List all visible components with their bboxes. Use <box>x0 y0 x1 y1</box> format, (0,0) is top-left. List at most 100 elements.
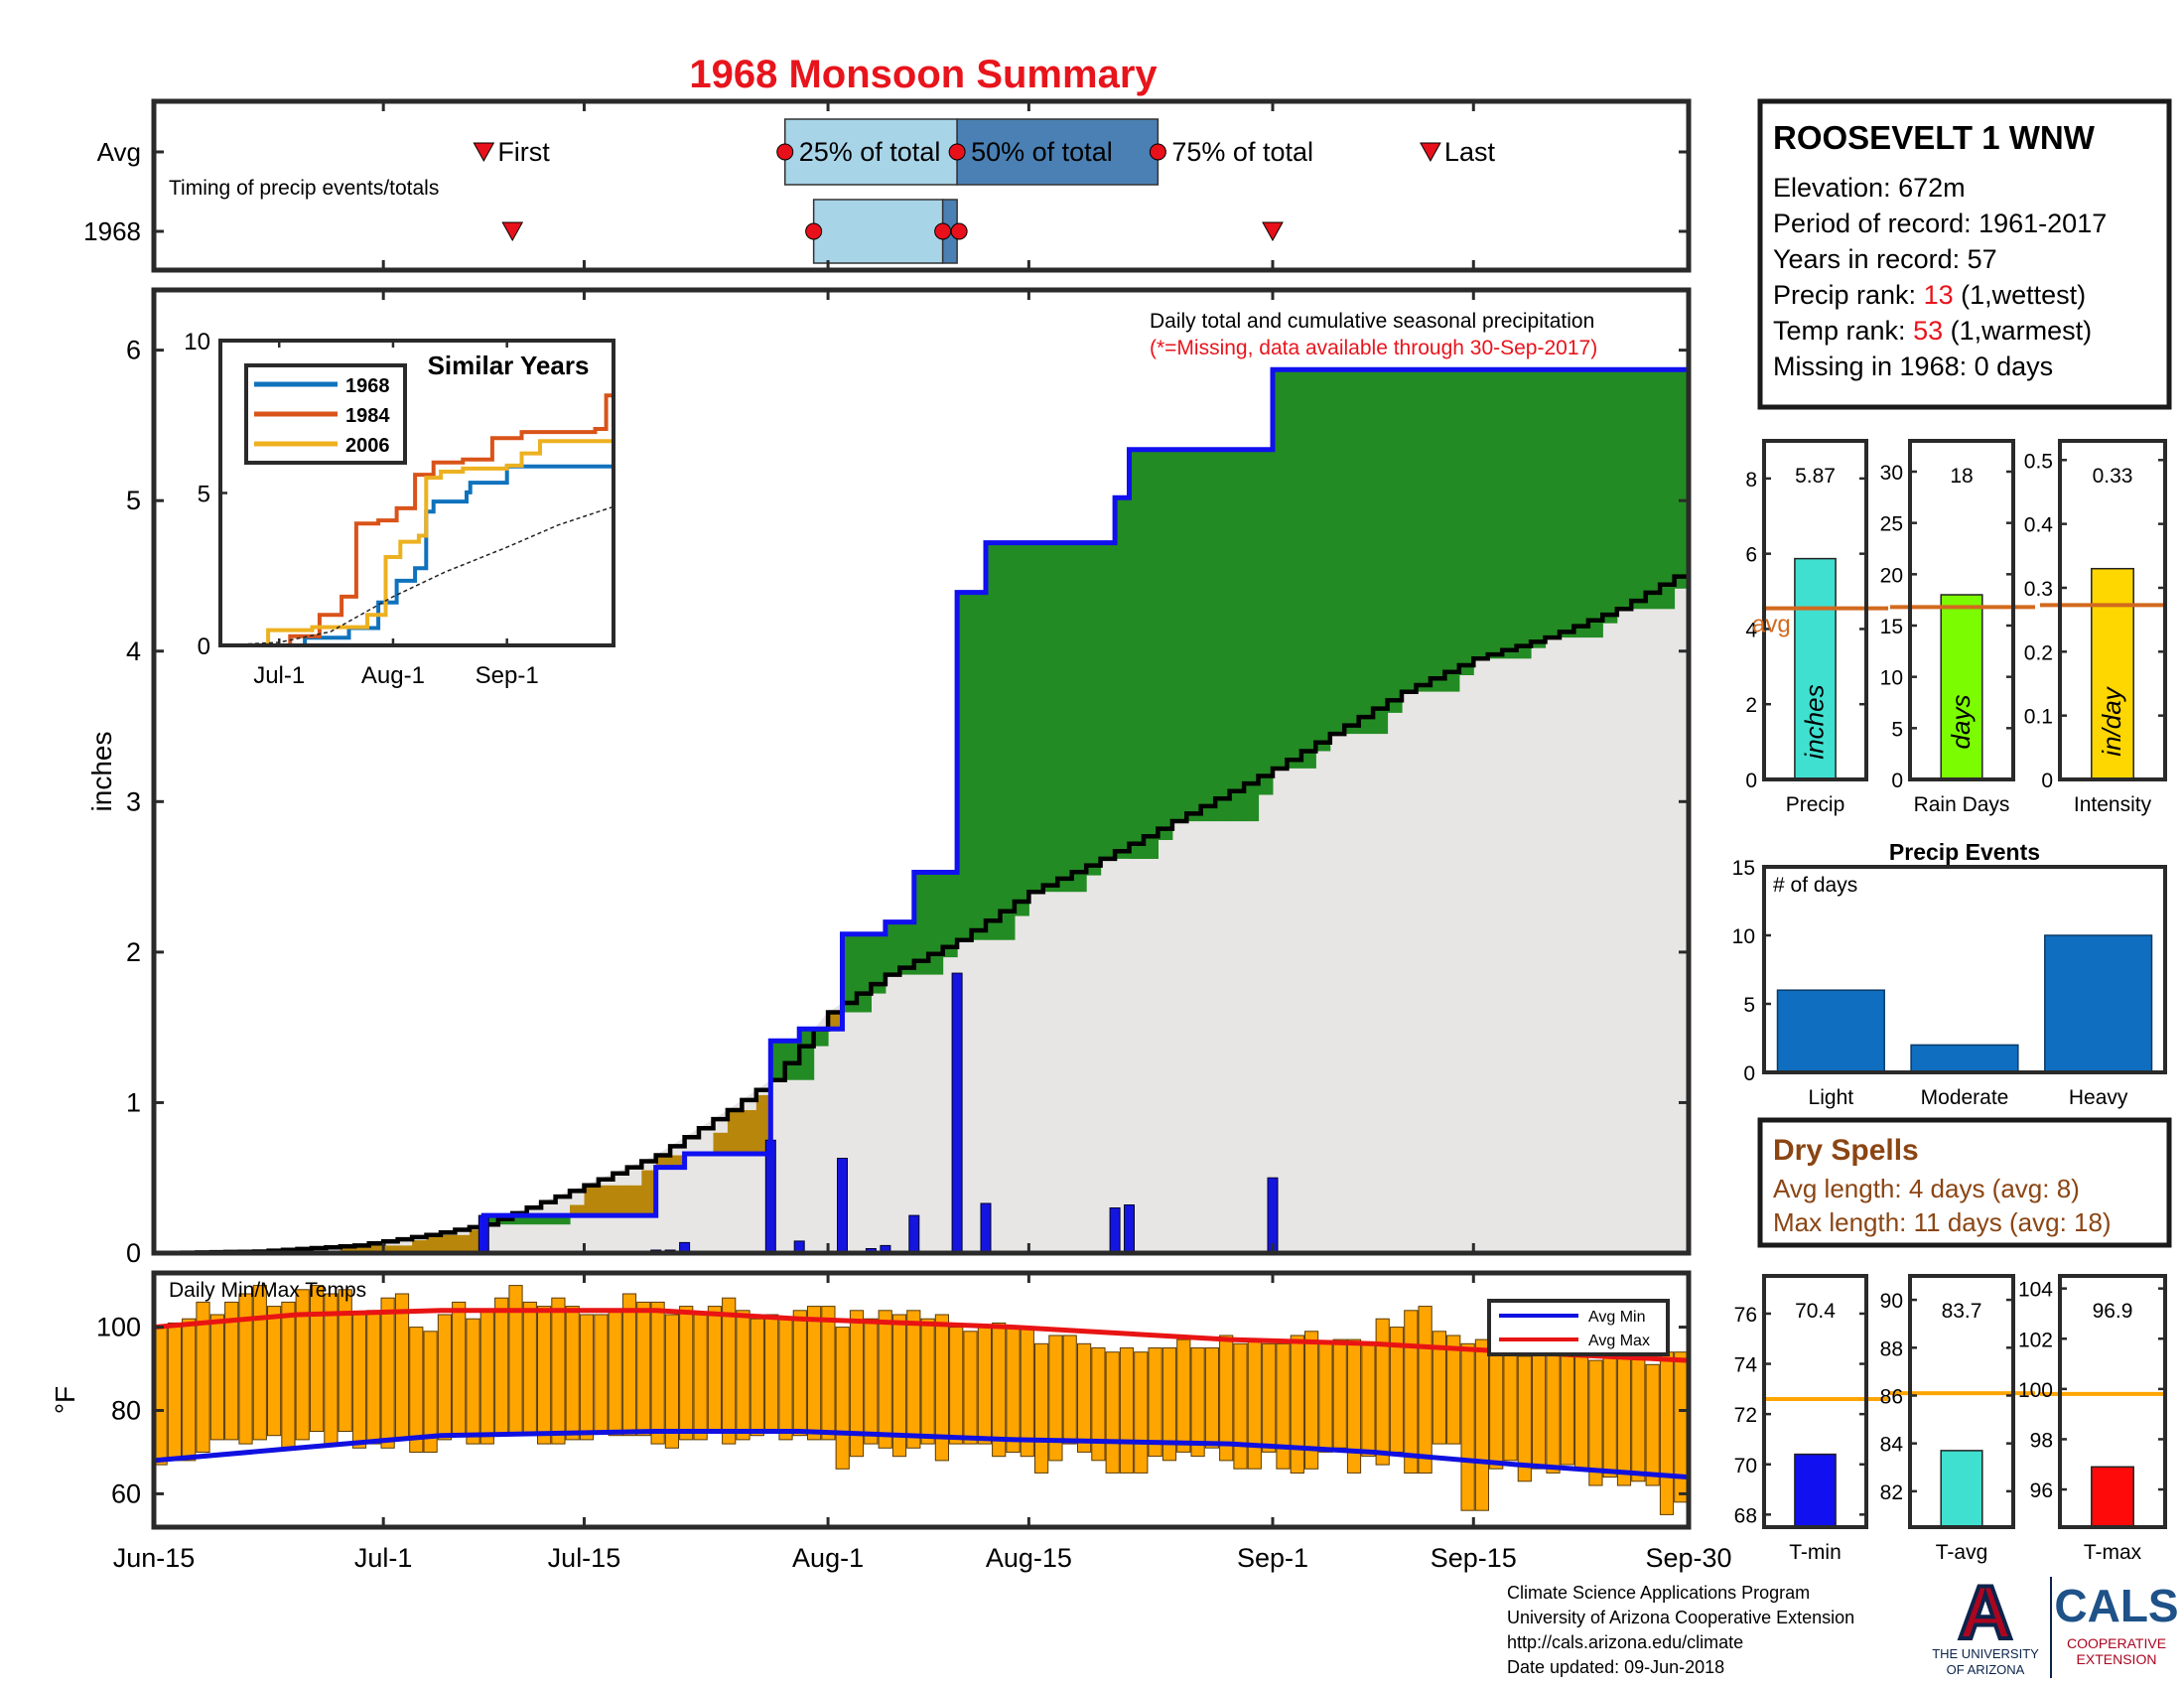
above-average-fill <box>1444 369 1460 692</box>
precip-stat-panel-ytick-label: 6 <box>1745 544 1757 567</box>
temp-caption: Daily Min/Max Temps <box>169 1279 366 1302</box>
y1968-last-marker <box>1262 221 1284 242</box>
daily-temp-bar <box>920 1318 935 1445</box>
avg-75-marker <box>1149 143 1166 161</box>
above-average-fill <box>813 1029 829 1047</box>
above-average-fill <box>1387 369 1403 713</box>
dry-spells-frame <box>1757 1117 2172 1248</box>
daily-temp-bar <box>310 1285 325 1432</box>
timing-row-label-1968: 1968 <box>83 216 141 246</box>
below-average-fill <box>641 1170 657 1216</box>
raindays-stat-panel-ytick-label: 30 <box>1880 462 1903 485</box>
intensity-stat-panel-frame <box>2058 439 2167 781</box>
daily-temp-bar <box>1262 1342 1277 1453</box>
above-average-fill <box>957 592 973 940</box>
dry-spells-box: Dry Spells Avg length: 4 days (avg: 8) M… <box>1757 1117 2172 1248</box>
above-average-fill <box>899 921 915 975</box>
daily-temp-bar <box>906 1310 921 1449</box>
daily-temp-bar <box>679 1306 694 1441</box>
above-average-fill <box>526 1215 542 1225</box>
daily-temp-bar <box>224 1301 239 1441</box>
precip-stat-panel-ytick-label: 2 <box>1745 694 1757 717</box>
below-average-fill <box>655 1155 671 1168</box>
events-title: Precip Events <box>1889 839 2040 865</box>
daily-temp-bar <box>707 1306 722 1432</box>
daily-temp-bar <box>579 1314 595 1441</box>
precip-event-label: Heavy <box>2069 1086 2128 1109</box>
y1968-first-marker <box>501 221 524 242</box>
below-average-fill <box>626 1185 642 1216</box>
avg-50-marker <box>948 143 966 161</box>
above-average-fill <box>1042 542 1058 893</box>
above-average-fill <box>799 1029 815 1080</box>
below-average-fill <box>742 1110 757 1154</box>
cals-logo[interactable]: CALS COOPERATIVE EXTENSION <box>2054 1580 2178 1667</box>
precip-event-bar-heavy <box>2044 934 2153 1073</box>
main-ylabel: inches <box>86 732 117 812</box>
temp-ytick-label: 80 <box>111 1395 141 1425</box>
daily-temp-bar <box>992 1322 1007 1458</box>
dry-spells-avg-length: Avg length: 4 days (avg: 8) <box>1773 1174 2080 1203</box>
below-average-fill <box>670 1155 686 1168</box>
inset-title: Similar Years <box>428 351 590 380</box>
daily-temp-bar <box>1404 1310 1419 1475</box>
above-average-fill <box>1545 369 1561 638</box>
precip-stats-panels: 0 2 4 6 8 5.87 Precip inches avg 0 5 10 15 20 25 30 18 Ra… <box>1745 439 2167 816</box>
tavg-stat-panel-ytick-label: 82 <box>1880 1481 1903 1504</box>
above-average-fill <box>1531 369 1547 648</box>
daily-temp-bar <box>1105 1351 1120 1474</box>
above-average-fill <box>1229 449 1245 822</box>
inset-legend-label-1968: 1968 <box>345 375 390 397</box>
daily-temp-bar <box>1062 1335 1077 1445</box>
daily-temp-bar <box>267 1306 282 1437</box>
station-name: ROOSEVELT 1 WNW <box>1773 119 2096 156</box>
precip-event-bar-light <box>1776 989 1885 1073</box>
above-average-fill <box>1373 369 1389 735</box>
below-average-fill <box>354 1245 370 1253</box>
events-ytick-label: 0 <box>1743 1062 1755 1085</box>
precip-event-label: Moderate <box>1921 1086 2009 1109</box>
date-tick-label: Jul-15 <box>548 1543 621 1573</box>
above-average-fill <box>1129 449 1145 859</box>
above-average-fill <box>1430 369 1445 692</box>
avg-last-marker <box>1420 142 1441 163</box>
daily-temp-bar <box>537 1306 552 1445</box>
daily-temp-bar <box>1503 1342 1518 1462</box>
daily-temp-bar <box>295 1289 310 1441</box>
daily-temp-bar <box>736 1310 751 1441</box>
tmin-stat-panel: 68 70 72 74 76 70.4 T-min <box>1734 1274 1888 1564</box>
tmax-stat-panel-ytick-label: 96 <box>2030 1479 2053 1502</box>
daily-temp-bar <box>551 1297 566 1445</box>
tavg-stat-panel-ytick-label: 84 <box>1880 1434 1904 1457</box>
above-average-fill <box>1487 369 1503 659</box>
precip-stat-panel: 0 2 4 6 8 5.87 Precip inches avg <box>1745 439 1888 816</box>
university-of-arizona-logo[interactable]: A THE UNIVERSITY OF ARIZONA <box>1932 1569 2039 1677</box>
footer-line-4: Date updated: 09-Jun-2018 <box>1507 1657 1724 1677</box>
tmax-stat-panel-frame <box>2058 1274 2167 1529</box>
raindays-stat-panel-ytick-label: 5 <box>1891 718 1903 741</box>
daily-temp-bar <box>750 1318 764 1437</box>
daily-temp-bar <box>1204 1347 1220 1449</box>
inset-legend: 1968 1984 2006 <box>244 363 407 465</box>
daily-temp-bar <box>1134 1351 1149 1474</box>
temp-rank-value: 53 <box>1913 316 1943 346</box>
daily-temp-bar <box>934 1314 949 1462</box>
inset-ytick-label: 0 <box>198 633 210 660</box>
above-average-fill <box>885 921 900 975</box>
daily-temp-bar <box>1588 1359 1603 1486</box>
above-average-fill <box>1458 369 1474 675</box>
avg-25-label: 25% of total <box>799 137 941 167</box>
daily-temp-bar <box>409 1327 424 1453</box>
raindays-stat-panel: 0 5 10 15 20 25 30 18 Rain Days days <box>1880 439 2035 816</box>
below-average-fill <box>755 1094 771 1154</box>
temp-legend-label-min: Avg Min <box>1588 1309 1646 1326</box>
temp-ytick-label: 100 <box>96 1313 141 1342</box>
precip-stat-panel-ytick-label: 0 <box>1745 770 1757 792</box>
daily-temp-bar <box>209 1314 225 1441</box>
precip-avg-label: avg <box>1752 612 1791 638</box>
daily-temp-bar <box>608 1310 622 1437</box>
below-average-fill <box>727 1110 743 1154</box>
precip-event-label: Light <box>1809 1086 1854 1109</box>
events-ylabel: # of days <box>1773 874 1857 897</box>
daily-temp-bar <box>664 1314 679 1449</box>
